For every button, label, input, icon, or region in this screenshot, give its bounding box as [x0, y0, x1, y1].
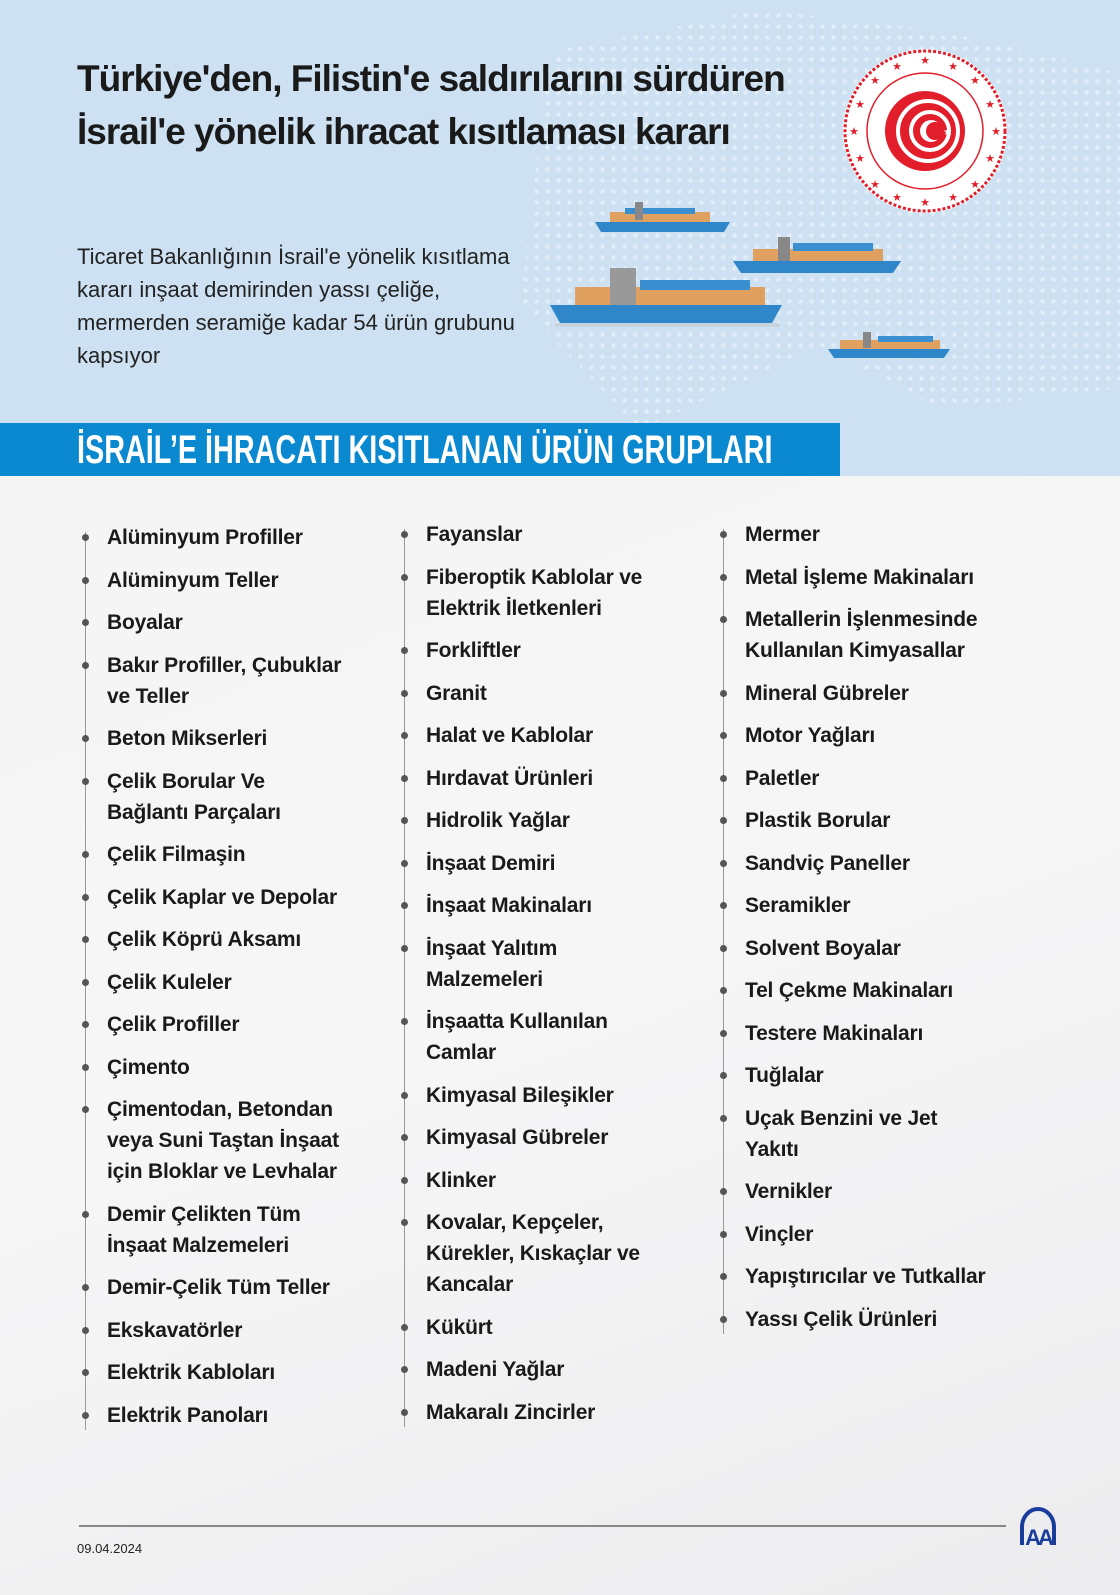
product-list-item: Seramikler: [720, 890, 1023, 921]
product-list-item: Paletler: [720, 763, 1023, 794]
product-list-item: Makaralı Zincirler: [401, 1397, 704, 1428]
product-list-item: Klinker: [401, 1165, 704, 1196]
product-list-item: Alüminyum Teller: [82, 565, 385, 596]
svg-text:★: ★: [870, 75, 880, 87]
cargo-ship-icon: [550, 268, 782, 327]
product-list-item: Tel Çekme Makinaları: [720, 975, 1023, 1006]
product-list-item: Boyalar: [82, 607, 385, 638]
product-list-item: İnşaat Makinaları: [401, 890, 704, 921]
svg-text:★: ★: [985, 153, 995, 165]
page-subtitle: Ticaret Bakanlığının İsrail'e yönelik kı…: [77, 244, 515, 368]
product-list-item: Halat ve Kablolar: [401, 720, 704, 751]
svg-text:★: ★: [985, 99, 995, 111]
svg-text:★: ★: [892, 192, 902, 204]
product-list-item: Çelik Filmaşin: [82, 839, 385, 870]
product-list-item: Vernikler: [720, 1176, 1023, 1207]
publish-date: 09.04.2024: [77, 1541, 143, 1556]
svg-text:★: ★: [920, 197, 930, 209]
product-list-item: Tuğlalar: [720, 1060, 1023, 1091]
cargo-ship-icon: [595, 202, 730, 232]
product-list-item: Solvent Boyalar: [720, 933, 1023, 964]
product-list-item: Çelik Profiller: [82, 1009, 385, 1040]
product-list-column-3: Mermer Metal İşleme Makinaları Metallerin …: [720, 519, 1023, 1346]
section-banner: İSRAİL’E İHRACATI KISITLANAN ÜRÜN GRUPLA…: [0, 423, 840, 476]
svg-text:★: ★: [948, 192, 958, 204]
product-list-item: Kükürt: [401, 1312, 704, 1343]
product-list-item: Çelik Kaplar ve Depolar: [82, 882, 385, 913]
svg-text:★: ★: [849, 126, 859, 138]
product-list-item: Demir Çelikten Tüm İnşaat Malzemeleri: [82, 1199, 385, 1261]
svg-text:★: ★: [948, 61, 958, 73]
svg-text:★: ★: [970, 75, 980, 87]
section-title: İSRAİL’E İHRACATI KISITLANAN ÜRÜN GRUPLA…: [77, 428, 773, 472]
product-list-item: Yapıştırıcılar ve Tutkallar: [720, 1261, 1023, 1292]
footer-divider: [79, 1525, 1006, 1527]
product-list-item: Çimento: [82, 1052, 385, 1083]
product-list-item: Forkliftler: [401, 635, 704, 666]
product-list-item: Çelik Köprü Aksamı: [82, 924, 385, 955]
product-list-item: Alüminyum Profiller: [82, 522, 385, 553]
cargo-ship-icon: [828, 332, 950, 358]
product-list-item: Çelik Borular Ve Bağlantı Parçaları: [82, 766, 385, 828]
product-list-item: Çimentodan, Betondan veya Suni Taştan İn…: [82, 1094, 385, 1187]
product-list-item: İnşaat Demiri: [401, 848, 704, 879]
product-list-item: Mermer: [720, 519, 1023, 550]
svg-text:★: ★: [920, 55, 930, 67]
product-list-item: İnşaat Yalıtım Malzemeleri: [401, 933, 704, 995]
product-list-item: Hırdavat Ürünleri: [401, 763, 704, 794]
product-list-item: Bakır Profiller, Çubuklar ve Teller: [82, 650, 385, 712]
product-list-item: Motor Yağları: [720, 720, 1023, 751]
product-list-item: Metallerin İşlenmesinde Kullanılan Kimya…: [720, 604, 1023, 666]
svg-text:★: ★: [870, 179, 880, 191]
product-list-item: Kovalar, Kepçeler, Kürekler, Kıskaçlar v…: [401, 1207, 704, 1300]
product-list-item: Demir-Çelik Tüm Teller: [82, 1272, 385, 1303]
svg-text:★: ★: [943, 127, 952, 138]
product-list-item: Granit: [401, 678, 704, 709]
svg-text:AA: AA: [1025, 1525, 1054, 1547]
product-list-item: Testere Makinaları: [720, 1018, 1023, 1049]
product-list-item: İnşaatta Kullanılan Camlar: [401, 1006, 704, 1068]
cargo-ship-icon: [733, 237, 901, 273]
page-title: Türkiye'den, Filistin'e saldırılarını sü…: [77, 58, 786, 152]
product-list-item: Sandviç Paneller: [720, 848, 1023, 879]
product-list-item: Fayanslar: [401, 519, 704, 550]
ministry-seal-logo: ★ ★ ★ ★ ★ ★ ★ ★ ★ ★ ★ ★ ★ ★ ★ ★ ★: [843, 49, 1007, 213]
product-list-item: Uçak Benzini ve Jet Yakıtı: [720, 1103, 1023, 1165]
product-list-item: Hidrolik Yağlar: [401, 805, 704, 836]
product-list-item: Plastik Borular: [720, 805, 1023, 836]
product-list-item: Yassı Çelik Ürünleri: [720, 1304, 1023, 1335]
product-list-item: Vinçler: [720, 1219, 1023, 1250]
product-list-column-2: Fayanslar Fiberoptik Kablolar ve Elektrik…: [401, 519, 704, 1439]
product-list-item: Madeni Yağlar: [401, 1354, 704, 1385]
product-list-item: Kimyasal Bileşikler: [401, 1080, 704, 1111]
svg-text:★: ★: [855, 99, 865, 111]
svg-text:★: ★: [855, 153, 865, 165]
product-list-column-1: Alüminyum Profiller Alüminyum Teller Boyal…: [82, 522, 385, 1442]
product-list-item: Kimyasal Gübreler: [401, 1122, 704, 1153]
svg-text:★: ★: [991, 126, 1001, 138]
svg-text:★: ★: [892, 61, 902, 73]
product-list-item: Elektrik Kabloları: [82, 1357, 385, 1388]
product-list-item: Elektrik Panoları: [82, 1400, 385, 1431]
product-list-item: Beton Mikserleri: [82, 723, 385, 754]
header-area: Türkiye'den, Filistin'e saldırılarını sü…: [0, 0, 1120, 476]
product-list-item: Mineral Gübreler: [720, 678, 1023, 709]
product-list-item: Ekskavatörler: [82, 1315, 385, 1346]
svg-text:★: ★: [970, 179, 980, 191]
product-list-item: Fiberoptik Kablolar ve Elektrik İletkenl…: [401, 562, 704, 624]
product-list-item: Metal İşleme Makinaları: [720, 562, 1023, 593]
product-list-item: Çelik Kuleler: [82, 967, 385, 998]
anadolu-agency-logo: AA: [1020, 1507, 1057, 1547]
